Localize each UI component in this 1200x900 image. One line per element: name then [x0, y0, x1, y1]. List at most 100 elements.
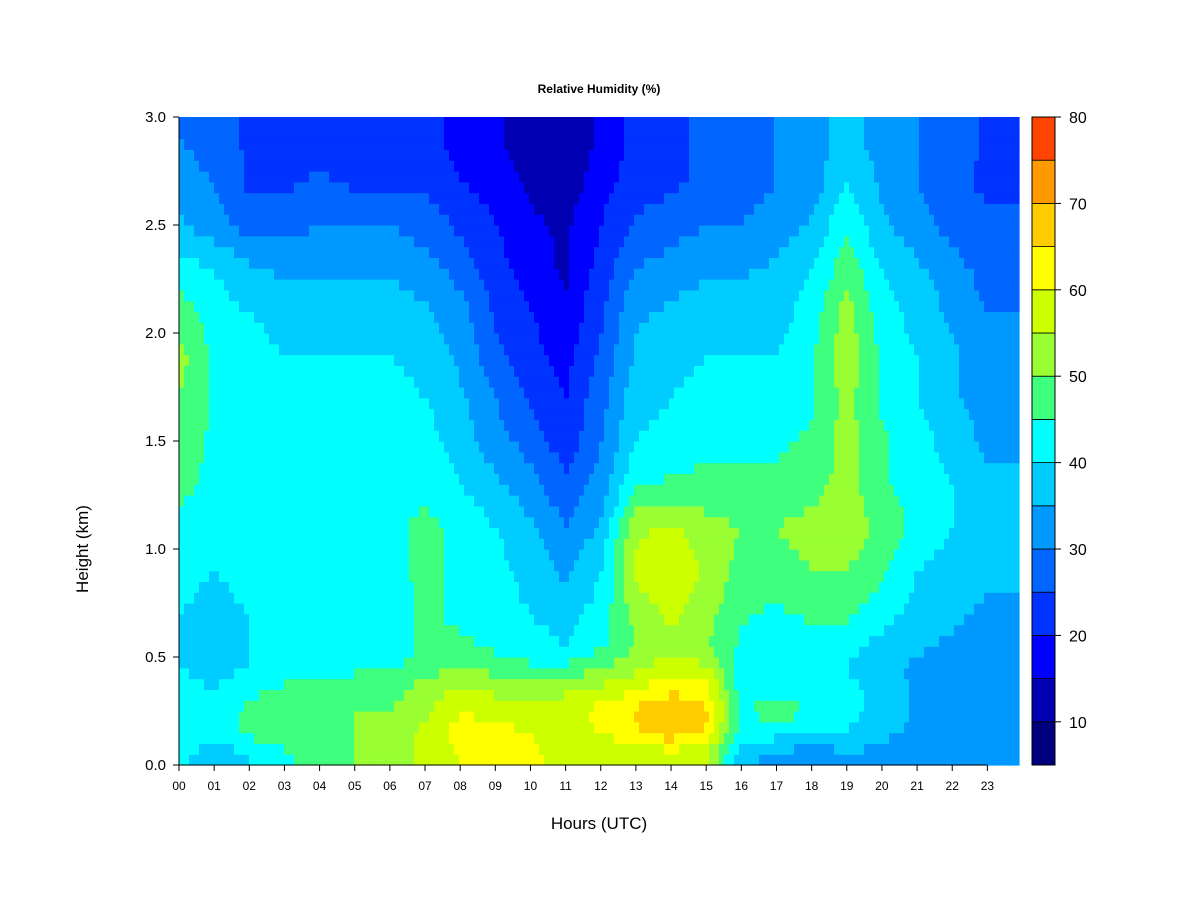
heatmap-cell	[344, 257, 350, 269]
heatmap-cell	[404, 754, 410, 766]
heatmap-cell	[349, 354, 355, 366]
heatmap-cell	[374, 732, 380, 744]
heatmap-cell	[369, 721, 375, 734]
heatmap-cell	[199, 473, 205, 485]
heatmap-cell	[199, 246, 205, 258]
heatmap-cell	[459, 667, 465, 680]
heatmap-cell	[324, 127, 330, 140]
heatmap-cell	[419, 754, 425, 766]
heatmap-cell	[474, 300, 480, 312]
heatmap-cell	[219, 279, 225, 291]
heatmap-cell	[559, 117, 565, 129]
heatmap-cell	[314, 570, 320, 582]
heatmap-cell	[429, 127, 435, 140]
heatmap-cell	[309, 624, 315, 636]
heatmap-cell	[239, 311, 245, 323]
heatmap-cell	[474, 365, 480, 377]
heatmap-cell	[314, 538, 320, 550]
heatmap-cell	[554, 570, 560, 582]
heatmap-cell	[359, 149, 365, 161]
heatmap-cell	[364, 451, 370, 464]
heatmap-cell	[484, 171, 490, 183]
heatmap-cell	[394, 754, 400, 766]
heatmap-cell	[569, 192, 575, 204]
heatmap-cell	[464, 603, 470, 615]
heatmap-cell	[189, 117, 195, 129]
heatmap-cell	[429, 117, 435, 129]
heatmap-cell	[459, 171, 465, 183]
heatmap-cell	[334, 235, 340, 248]
heatmap-cell	[569, 678, 575, 690]
heatmap-cell	[464, 214, 470, 226]
heatmap-cell	[524, 721, 530, 734]
heatmap-cell	[529, 430, 535, 442]
heatmap-cell	[189, 268, 195, 280]
heatmap-cell	[494, 171, 500, 183]
heatmap-cell	[399, 549, 405, 561]
heatmap-cell	[564, 592, 570, 604]
heatmap-cell	[279, 700, 285, 712]
heatmap-cell	[324, 192, 330, 204]
heatmap-cell	[269, 505, 275, 518]
heatmap-cell	[579, 700, 585, 712]
heatmap-cell	[209, 613, 215, 626]
heatmap-cell	[529, 160, 535, 172]
heatmap-cell	[394, 657, 400, 669]
heatmap-cell	[324, 451, 330, 464]
heatmap-cell	[214, 603, 220, 615]
heatmap-cell	[434, 257, 440, 269]
heatmap-cell	[244, 214, 250, 226]
heatmap-cell	[469, 138, 475, 150]
heatmap-cell	[514, 441, 520, 453]
heatmap-cell	[549, 268, 555, 280]
heatmap-cell	[529, 322, 535, 334]
heatmap-cell	[404, 268, 410, 280]
heatmap-cell	[289, 581, 295, 593]
heatmap-cell	[184, 322, 190, 334]
heatmap-cell	[579, 505, 585, 518]
heatmap-cell	[189, 603, 195, 615]
heatmap-cell	[219, 203, 225, 215]
heatmap-cell	[389, 279, 395, 291]
heatmap-cell	[389, 311, 395, 323]
heatmap-cell	[459, 225, 465, 237]
heatmap-cell	[249, 451, 255, 464]
heatmap-cell	[324, 333, 330, 345]
heatmap-cell	[274, 689, 280, 701]
heatmap-cell	[584, 559, 590, 572]
heatmap-cell	[324, 149, 330, 161]
heatmap-cell	[344, 592, 350, 604]
heatmap-cell	[339, 473, 345, 485]
heatmap-cell	[249, 516, 255, 528]
heatmap-cell	[329, 257, 335, 269]
heatmap-cell	[179, 613, 185, 626]
heatmap-cell	[329, 117, 335, 129]
heatmap-cell	[459, 711, 465, 723]
heatmap-cell	[569, 570, 575, 582]
heatmap-cell	[559, 149, 565, 161]
heatmap-cell	[339, 516, 345, 528]
heatmap-cell	[564, 721, 570, 734]
heatmap-cell	[584, 397, 590, 410]
heatmap-cell	[199, 635, 205, 647]
heatmap-cell	[259, 646, 265, 658]
heatmap-cell	[359, 408, 365, 420]
heatmap-cell	[514, 473, 520, 485]
heatmap-cell	[524, 376, 530, 388]
heatmap-cell	[254, 527, 260, 539]
heatmap-cell	[269, 397, 275, 410]
heatmap-cell	[264, 365, 270, 377]
heatmap-cell	[339, 721, 345, 734]
heatmap-cell	[264, 732, 270, 744]
heatmap-cell	[279, 365, 285, 377]
heatmap-cell	[509, 667, 515, 680]
heatmap-cell	[519, 592, 525, 604]
heatmap-cell	[234, 570, 240, 582]
heatmap-cell	[184, 289, 190, 302]
heatmap-cell	[479, 700, 485, 712]
heatmap-cell	[504, 462, 510, 474]
heatmap-cell	[569, 419, 575, 431]
heatmap-cell	[359, 214, 365, 226]
heatmap-cell	[429, 516, 435, 528]
heatmap-cell	[324, 268, 330, 280]
